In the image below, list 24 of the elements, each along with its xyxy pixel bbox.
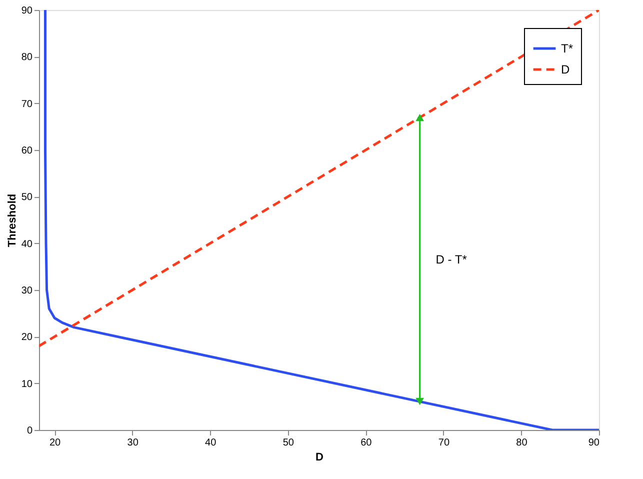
- x-tick-label: 60: [360, 438, 372, 448]
- y-tick-label: 30: [21, 286, 33, 296]
- x-tick-label: 50: [282, 438, 294, 448]
- legend-label: T*: [561, 42, 574, 56]
- y-tick-label: 80: [21, 52, 33, 64]
- x-tick-label: 30: [127, 438, 139, 448]
- line-series: [44, 10, 599, 430]
- y-tick-label: 70: [21, 98, 33, 110]
- y-tick-label: 10: [21, 378, 33, 390]
- x-tick-label: 40: [205, 438, 217, 448]
- y-tick-label: 0: [26, 426, 33, 436]
- annotation: D - T*: [436, 252, 468, 267]
- y-tick-label: 40: [21, 238, 33, 250]
- y-tick-label: 90: [21, 6, 33, 16]
- x-tick-label: 20: [49, 438, 62, 448]
- y-tick-label: 20: [21, 332, 33, 344]
- x-tick-label: 90: [588, 438, 600, 448]
- x-tick-label: 80: [516, 438, 528, 448]
- x-axis-title: D: [316, 452, 324, 464]
- y-tick-label: 60: [21, 146, 33, 156]
- x-tick-label: 70: [438, 438, 450, 448]
- y-axis-title: Threshold: [6, 194, 18, 248]
- legend-label: D: [561, 62, 570, 76]
- y-tick-label: 50: [21, 192, 33, 204]
